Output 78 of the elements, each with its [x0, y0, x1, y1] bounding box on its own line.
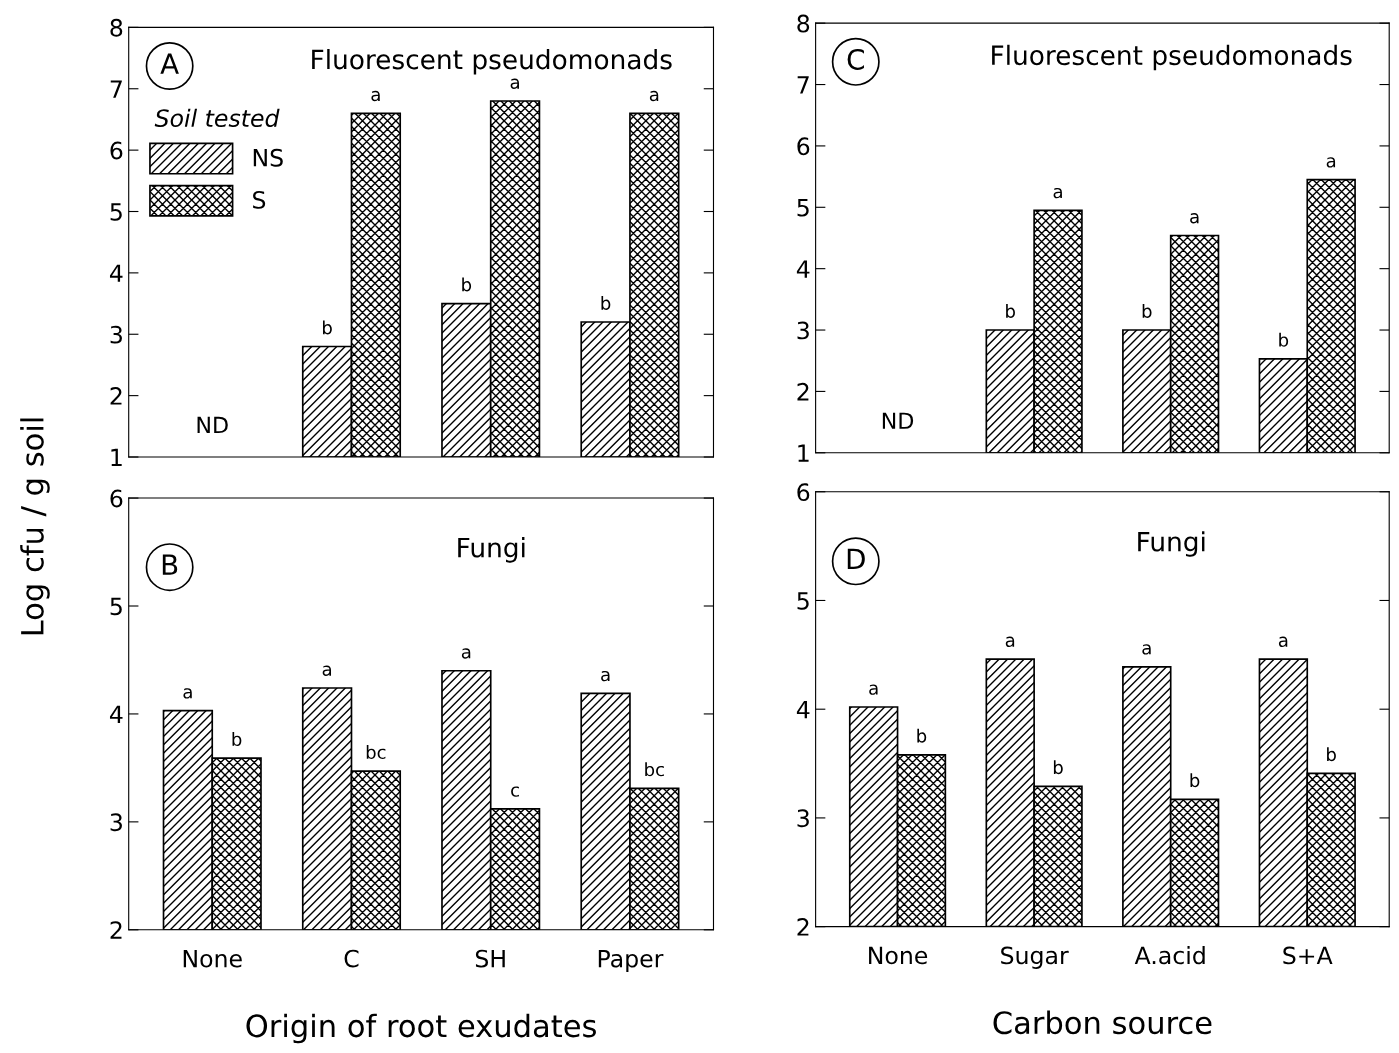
data-label: b — [232, 732, 242, 747]
x-tick-label: Sugar — [1001, 946, 1069, 969]
y-tick-label: 2 — [110, 387, 122, 405]
data-label: a — [183, 688, 192, 699]
data-label: a — [371, 90, 380, 102]
data-label: b — [1327, 747, 1336, 762]
annotation: ND — [197, 416, 228, 434]
data-label: b — [601, 295, 611, 310]
text: Fungi — [1138, 531, 1205, 557]
y-axis-title: Log cfu / g soil — [20, 418, 50, 635]
data-label: a — [1142, 644, 1151, 655]
data-label: b — [1279, 332, 1289, 347]
legend-label: S — [253, 190, 266, 209]
y-tick-label: 1 — [798, 444, 809, 462]
data-label: bc — [366, 745, 386, 760]
y-tick-label: 3 — [110, 813, 122, 832]
x-tick-label: C — [344, 949, 359, 968]
y-tick-label: 8 — [797, 14, 810, 33]
y-tick-label: 5 — [110, 597, 122, 616]
text: Fluorescent pseudomonads — [992, 44, 1352, 71]
y-tick-label: 4 — [109, 705, 123, 723]
data-label: b — [917, 728, 927, 743]
x-tick-label: None — [869, 946, 928, 965]
y-tick-label: 2 — [797, 918, 809, 936]
data-label: a — [869, 684, 878, 695]
data-label: b — [462, 277, 472, 292]
x-axis-title: Origin of root exudates — [246, 1013, 596, 1044]
y-tick-label: 2 — [797, 382, 809, 401]
data-label: a — [322, 665, 332, 676]
data-label: b — [1142, 303, 1152, 318]
y-tick-label: 6 — [110, 489, 123, 508]
y-tick-label: 4 — [109, 264, 123, 282]
x-tick-label: None — [183, 949, 242, 968]
y-tick-label: 7 — [797, 76, 809, 94]
data-label: b — [1190, 773, 1200, 788]
data-label: a — [461, 648, 471, 659]
y-tick-label: 1 — [111, 448, 122, 466]
y-tick-label: 5 — [797, 592, 809, 610]
y-tick-label: 6 — [797, 483, 810, 502]
annotation: C — [847, 48, 864, 70]
x-tick-label: SH — [475, 949, 505, 968]
x-tick-label: Paper — [598, 949, 664, 973]
data-label: a — [649, 90, 659, 102]
data-label: a — [1053, 187, 1062, 199]
data-label: a — [1190, 213, 1199, 224]
text: Fungi — [458, 537, 525, 563]
legend-title: Soil tested — [154, 108, 280, 128]
y-tick-label: 3 — [797, 321, 809, 340]
annotation: ND — [882, 412, 914, 429]
data-label: c — [511, 786, 519, 797]
annotation: A — [160, 53, 179, 74]
data-label: a — [1005, 636, 1015, 647]
y-tick-label: 6 — [110, 141, 123, 160]
data-label: b — [323, 320, 332, 335]
y-tick-label: 4 — [796, 260, 810, 278]
y-tick-label: 5 — [110, 203, 122, 221]
text: Fluorescent pseudomonads — [312, 48, 672, 75]
y-tick-label: 5 — [797, 199, 809, 217]
data-label: b — [1053, 760, 1063, 775]
annotation: B — [162, 554, 178, 575]
x-axis-title: Carbon source — [993, 1010, 1212, 1035]
data-label: a — [1278, 636, 1288, 647]
legend-label: NS — [253, 148, 283, 167]
y-tick-label: 6 — [797, 137, 810, 156]
y-tick-label: 2 — [110, 921, 122, 939]
data-label: a — [510, 78, 519, 89]
y-tick-label: 7 — [110, 80, 122, 98]
x-tick-label: A.acid — [1134, 946, 1205, 965]
data-label: a — [1326, 157, 1336, 168]
data-label: a — [601, 670, 610, 682]
annotation: D — [847, 548, 865, 569]
y-tick-label: 3 — [797, 809, 809, 828]
data-label: bc — [645, 762, 664, 777]
y-tick-label: 4 — [796, 700, 810, 719]
y-tick-label: 8 — [110, 18, 123, 37]
y-tick-label: 3 — [110, 325, 122, 344]
x-tick-label: S+A — [1283, 946, 1333, 965]
data-label: b — [1006, 303, 1015, 318]
